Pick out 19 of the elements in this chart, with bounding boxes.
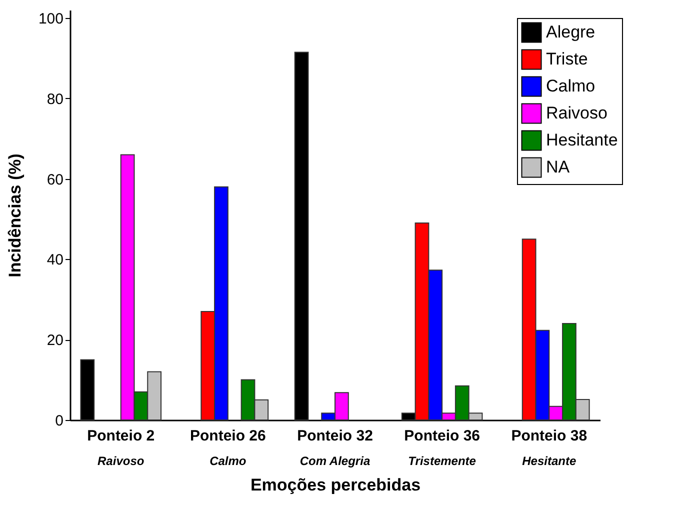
y-tick-label: 0: [55, 412, 64, 430]
y-axis-title: Incidências (%): [5, 154, 24, 278]
category-label: Ponteio 2 Raivoso: [87, 428, 155, 468]
x-axis-title: Emoções percebidas: [250, 476, 421, 494]
legend-label: Triste: [546, 50, 588, 68]
category-label: Ponteio 26 Calmo: [190, 428, 266, 468]
y-tick-label: 20: [46, 332, 64, 350]
legend-label: Calmo: [546, 76, 596, 96]
legend-label: Alegre: [546, 22, 596, 42]
y-tick-label: 40: [46, 252, 64, 269]
y-tick-label: 80: [46, 90, 64, 108]
legend-label: Raivoso: [546, 104, 608, 122]
y-tick-label: 60: [46, 171, 64, 188]
y-tick-label: 100: [38, 10, 64, 28]
category-label: Ponteio 32 Com Alegria: [297, 428, 373, 468]
legend-label: NA: [546, 158, 570, 176]
category-label: Ponteio 36 Tristemente: [404, 428, 480, 468]
category-label: Ponteio 38 Hesitante: [511, 428, 588, 468]
legend-label: Hesitante: [546, 130, 618, 150]
